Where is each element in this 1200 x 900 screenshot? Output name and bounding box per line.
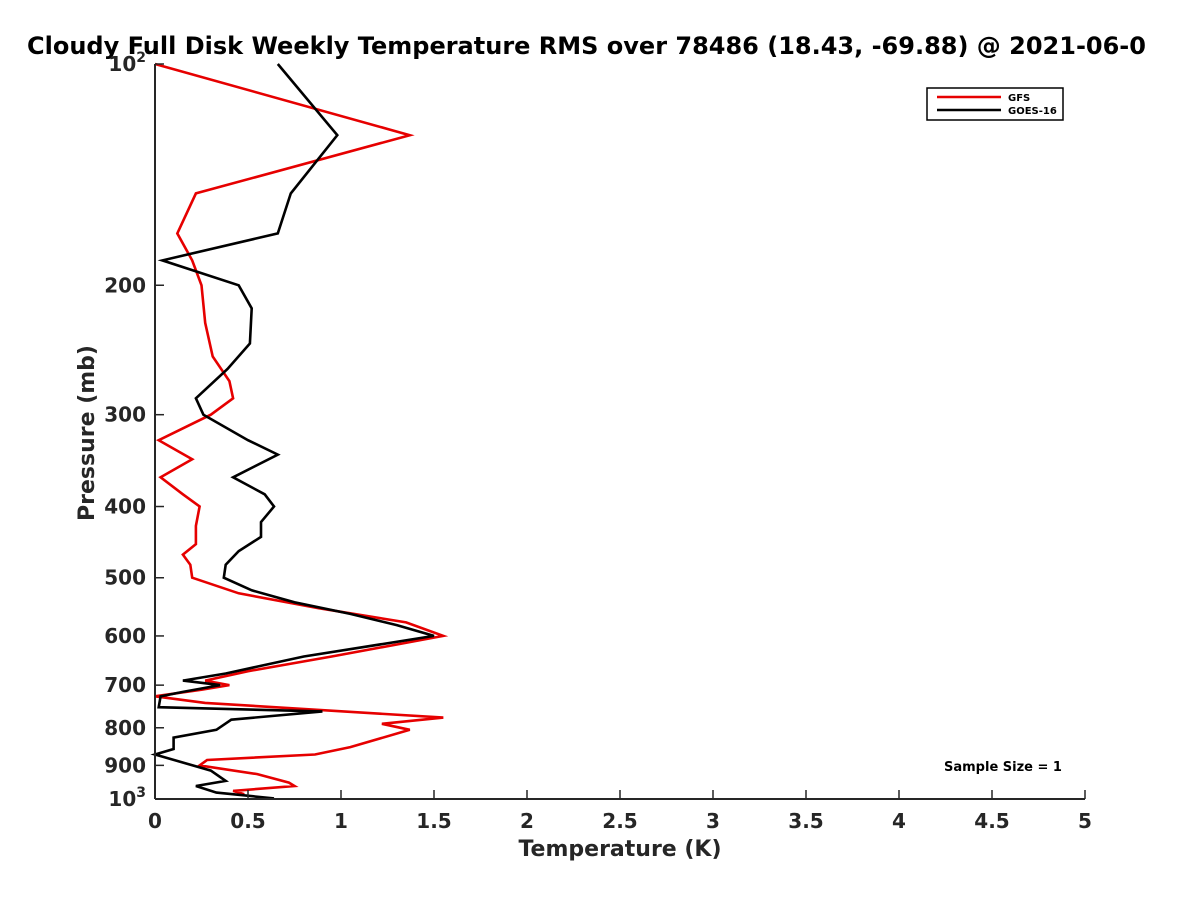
y-tick-label: 600 [104,624,146,648]
y-tick-label: 400 [104,495,146,519]
legend-box [926,87,1064,121]
y-axis-title: Pressure (mb) [75,345,100,521]
x-tick-label: 4.5 [974,809,1009,833]
x-tick-label: 4 [892,809,906,833]
legend-label-gfs: GFS [1008,93,1030,104]
axes: 0 0.5 1 1.5 2 2.5 3 3.5 4 4.5 5 102 200 300 400 500 600 7… [104,50,1092,833]
y-tick-label: 200 [104,273,146,297]
y-tick-label: 300 [104,403,146,427]
legend: GFS GOES-16 [926,87,1064,121]
x-tick-label: 1 [334,809,348,833]
sample-size-annotation: Sample Size = 1 [944,760,1062,775]
x-axis-title: Temperature (K) [518,837,721,862]
x-tick-label: 1.5 [416,809,451,833]
series-line-goes-16 [150,63,435,800]
x-tick-label: 0 [148,809,162,833]
legend-label-goes16: GOES-16 [1008,106,1057,117]
x-tick-label: 0.5 [230,809,265,833]
y-tick-label: 103 [108,785,146,811]
chart-title: Cloudy Full Disk Weekly Temperature RMS … [27,32,1146,60]
y-tick-label: 500 [104,566,146,590]
y-tick-label: 900 [104,753,146,777]
y-tick-label: 800 [104,716,146,740]
x-tick-label: 2.5 [602,809,637,833]
plot-area [150,62,449,800]
series-line-gfs [154,62,449,796]
x-tick-label: 3 [706,809,720,833]
x-tick-label: 5 [1078,809,1092,833]
x-tick-label: 3.5 [788,809,823,833]
y-tick-label: 700 [104,673,146,697]
y-tick-label: 102 [108,50,146,76]
x-tick-label: 2 [520,809,534,833]
